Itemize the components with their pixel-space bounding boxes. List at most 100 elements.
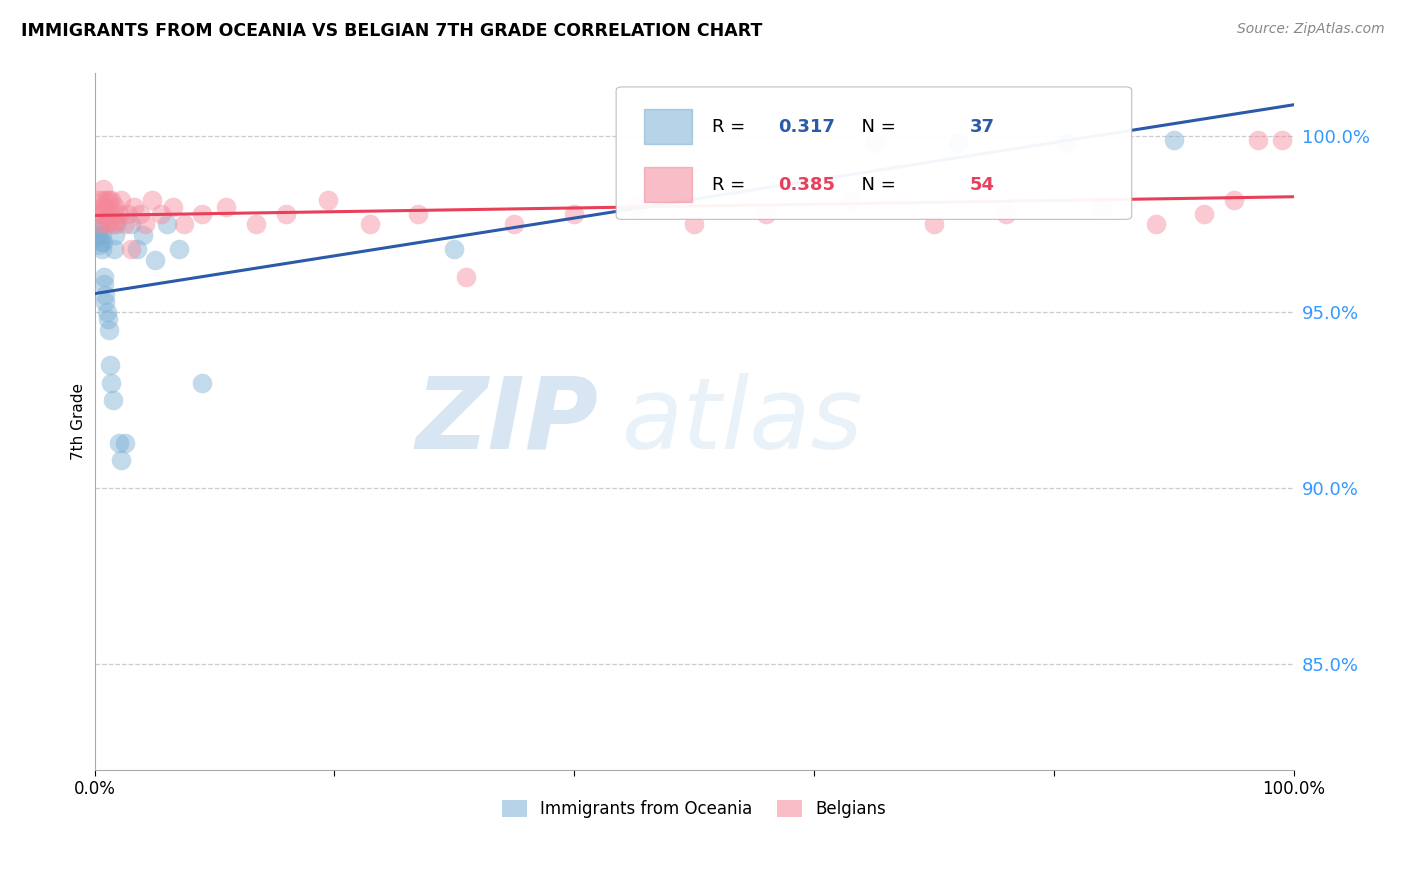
Point <box>97 207 120 221</box>
Point <box>1144 218 1167 232</box>
Point <box>143 252 166 267</box>
Point <box>100 376 122 390</box>
Point <box>96 305 118 319</box>
Point <box>276 207 298 221</box>
Text: IMMIGRANTS FROM OCEANIA VS BELGIAN 7TH GRADE CORRELATION CHART: IMMIGRANTS FROM OCEANIA VS BELGIAN 7TH G… <box>21 22 762 40</box>
Legend: Immigrants from Oceania, Belgians: Immigrants from Oceania, Belgians <box>495 793 893 824</box>
Point <box>215 200 238 214</box>
Point <box>245 218 267 232</box>
Point <box>100 193 122 207</box>
Text: 0.317: 0.317 <box>778 118 835 136</box>
Point <box>87 227 110 242</box>
Point <box>90 242 112 256</box>
Point <box>922 218 945 232</box>
Point <box>90 218 112 232</box>
Point <box>94 294 117 309</box>
Point <box>623 200 645 214</box>
Point <box>408 207 430 221</box>
Point <box>125 242 148 256</box>
Text: N =: N = <box>851 118 901 136</box>
Text: N =: N = <box>851 176 901 194</box>
Point <box>94 200 117 214</box>
Point <box>110 193 132 207</box>
Point <box>173 218 195 232</box>
Point <box>103 242 125 256</box>
Point <box>110 453 132 467</box>
Point <box>87 207 110 221</box>
Point <box>93 207 115 221</box>
Point <box>104 227 127 242</box>
Point <box>103 207 125 221</box>
Point <box>129 207 152 221</box>
Point <box>1246 133 1268 147</box>
Text: Source: ZipAtlas.com: Source: ZipAtlas.com <box>1237 22 1385 37</box>
Point <box>90 235 112 249</box>
Point <box>1091 200 1114 214</box>
Point <box>98 207 121 221</box>
Point <box>90 218 112 232</box>
Point <box>162 200 184 214</box>
Text: 0.385: 0.385 <box>778 176 835 194</box>
Point <box>503 218 526 232</box>
Text: atlas: atlas <box>621 373 863 470</box>
Point <box>318 193 340 207</box>
Point <box>91 182 114 196</box>
Point <box>863 136 886 151</box>
Text: R =: R = <box>711 118 751 136</box>
FancyBboxPatch shape <box>616 87 1132 219</box>
Point <box>1054 136 1077 151</box>
Point <box>1222 193 1244 207</box>
Point <box>191 207 214 221</box>
Point <box>97 312 120 326</box>
Point <box>120 242 142 256</box>
Point <box>97 214 120 228</box>
Point <box>89 238 111 252</box>
Text: 54: 54 <box>970 176 995 194</box>
Point <box>107 207 129 221</box>
Point <box>191 376 214 390</box>
Point <box>93 193 115 207</box>
Point <box>96 218 118 232</box>
FancyBboxPatch shape <box>644 167 692 202</box>
Point <box>134 218 156 232</box>
Point <box>1163 133 1185 147</box>
Point <box>90 200 112 214</box>
Text: R =: R = <box>711 176 751 194</box>
Point <box>120 218 142 232</box>
Y-axis label: 7th Grade: 7th Grade <box>72 383 86 460</box>
Point <box>105 214 128 228</box>
Point <box>86 231 108 245</box>
Point <box>91 235 114 249</box>
Point <box>97 323 120 337</box>
Point <box>122 200 145 214</box>
Point <box>93 277 115 292</box>
Point <box>104 200 127 214</box>
Point <box>839 193 862 207</box>
Point <box>96 193 118 207</box>
Point <box>91 200 114 214</box>
Point <box>89 193 111 207</box>
Point <box>105 218 128 232</box>
Point <box>1271 133 1294 147</box>
Point <box>946 136 969 151</box>
Point <box>114 435 136 450</box>
Point <box>149 207 172 221</box>
Point <box>683 218 706 232</box>
Point <box>107 435 129 450</box>
Point <box>994 207 1017 221</box>
Point <box>98 358 121 372</box>
Point <box>101 393 124 408</box>
Point <box>443 242 465 256</box>
Point <box>1192 207 1215 221</box>
Point <box>90 227 112 242</box>
Point <box>89 220 111 235</box>
Point <box>755 207 778 221</box>
Point <box>114 218 136 232</box>
FancyBboxPatch shape <box>644 109 692 145</box>
Point <box>97 193 120 207</box>
Text: 37: 37 <box>970 118 995 136</box>
Point <box>141 193 163 207</box>
Point <box>155 218 177 232</box>
Point <box>131 227 153 242</box>
Point <box>167 242 190 256</box>
